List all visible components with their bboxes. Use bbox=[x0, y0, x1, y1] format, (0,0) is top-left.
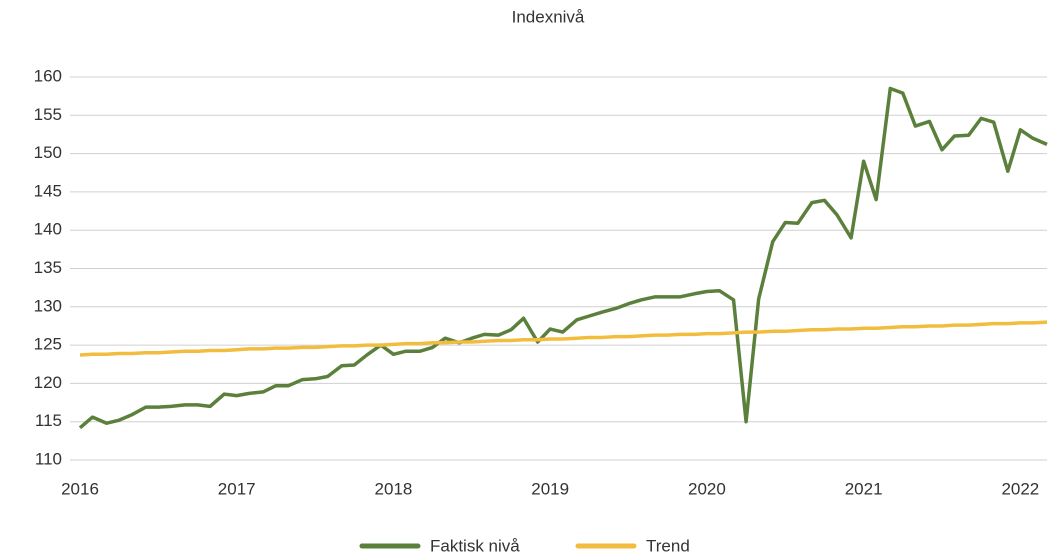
x-tick-label: 2016 bbox=[61, 479, 99, 498]
x-tick-label: 2019 bbox=[531, 479, 569, 498]
series-line bbox=[78, 86, 1048, 430]
series-line bbox=[79, 320, 1048, 357]
y-tick-label: 150 bbox=[34, 143, 62, 162]
x-tick-label: 2017 bbox=[218, 479, 256, 498]
y-tick-label: 135 bbox=[34, 258, 62, 277]
y-tick-label: 130 bbox=[34, 296, 62, 315]
y-tick-label: 120 bbox=[34, 373, 62, 392]
chart-title: Indexnivå bbox=[512, 7, 585, 26]
y-tick-label: 115 bbox=[35, 411, 62, 430]
x-tick-label: 2021 bbox=[845, 479, 883, 498]
x-tick-label: 2020 bbox=[688, 479, 726, 498]
legend-label: Faktisk nivå bbox=[430, 536, 520, 555]
legend-label: Trend bbox=[646, 536, 690, 555]
y-tick-label: 160 bbox=[34, 66, 62, 85]
x-tick-label: 2022 bbox=[1001, 479, 1039, 498]
y-tick-label: 110 bbox=[35, 449, 62, 468]
y-tick-label: 140 bbox=[34, 220, 62, 239]
y-tick-label: 155 bbox=[34, 105, 62, 124]
y-tick-label: 125 bbox=[34, 335, 62, 354]
y-tick-label: 145 bbox=[34, 181, 62, 200]
x-tick-label: 2018 bbox=[375, 479, 413, 498]
